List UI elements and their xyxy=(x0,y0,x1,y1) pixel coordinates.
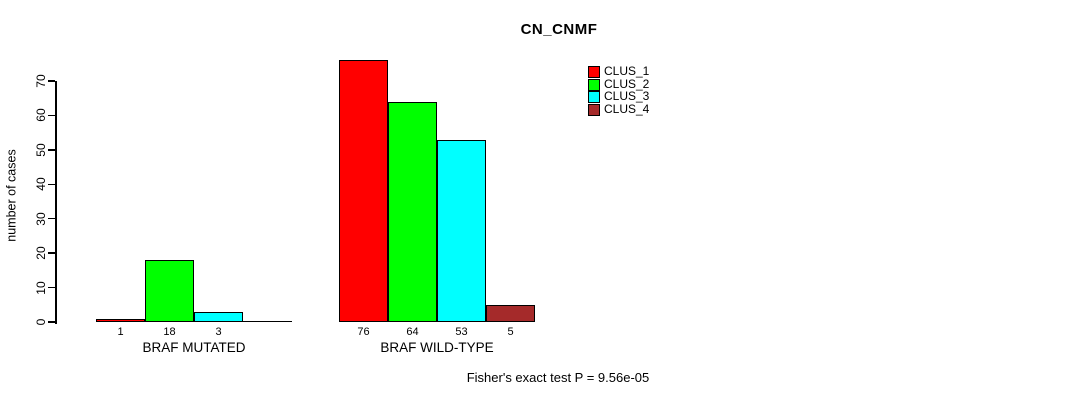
fisher-test-annotation: Fisher's exact test P = 9.56e-05 xyxy=(466,370,650,385)
bar-value-label: 18 xyxy=(163,326,176,338)
bar-CLUS_2-braf-wild-type xyxy=(388,101,437,322)
legend-label-CLUS_3: CLUS_3 xyxy=(604,89,650,104)
y-axis-tick-label: 70 xyxy=(34,74,48,88)
x-category-label: BRAF MUTATED xyxy=(142,340,246,355)
y-axis-tick-label: 40 xyxy=(34,177,48,191)
y-axis-tick xyxy=(48,114,55,117)
y-axis-tick-label: 60 xyxy=(34,108,48,123)
y-axis-tick xyxy=(48,80,55,82)
legend-swatch-CLUS_2 xyxy=(588,78,600,91)
bar-value-label: 1 xyxy=(117,326,124,338)
bar-value-label: 76 xyxy=(357,326,370,338)
y-axis-tick xyxy=(48,286,55,289)
y-axis-tick xyxy=(48,149,55,151)
y-axis-tick-label: 0 xyxy=(34,318,48,326)
y-axis-tick xyxy=(48,321,55,323)
bar-value-label: 53 xyxy=(455,326,468,338)
legend-label-CLUS_4: CLUS_4 xyxy=(604,101,650,116)
y-axis-tick xyxy=(48,217,55,220)
legend-swatch-CLUS_3 xyxy=(588,91,600,104)
bar-CLUS_1-braf-wild-type xyxy=(339,60,388,322)
y-axis-tick-label: 30 xyxy=(34,212,48,226)
chart-title: CN_CNMF xyxy=(520,21,598,38)
y-axis-tick xyxy=(48,183,55,186)
x-axis-baseline xyxy=(339,320,535,322)
bar-value-label: 5 xyxy=(507,326,514,338)
legend-swatch-CLUS_1 xyxy=(588,66,600,78)
legend-label-CLUS_2: CLUS_2 xyxy=(604,76,650,91)
x-category-label: BRAF WILD-TYPE xyxy=(380,340,494,355)
y-axis-tick xyxy=(48,252,55,254)
x-axis-baseline xyxy=(96,320,292,322)
bar-CLUS_2-braf-mutated xyxy=(145,260,194,322)
y-axis-tick-label: 50 xyxy=(34,143,48,157)
bar-value-label: 64 xyxy=(406,326,419,338)
y-axis-label: number of cases xyxy=(4,149,19,242)
bar-CLUS_4-braf-wild-type xyxy=(486,304,535,322)
y-axis-tick-label: 10 xyxy=(34,280,48,295)
legend-swatch-CLUS_4 xyxy=(588,103,600,116)
bar-CLUS_3-braf-wild-type xyxy=(437,139,486,322)
y-axis-line xyxy=(55,81,57,324)
legend-label-CLUS_1: CLUS_1 xyxy=(604,64,650,78)
bar-value-label: 3 xyxy=(215,326,222,338)
y-axis-tick-label: 20 xyxy=(34,246,48,260)
